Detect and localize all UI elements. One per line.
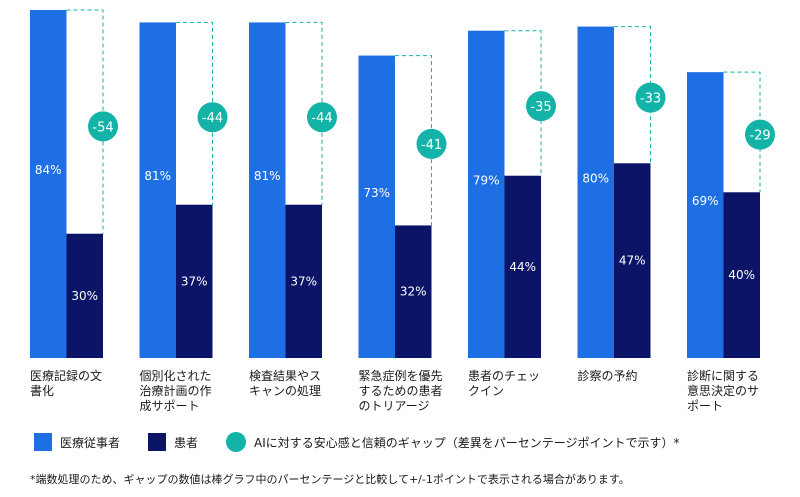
legend-label-patients: 患者 — [174, 435, 199, 450]
gap-bubble — [526, 91, 556, 122]
bar-value-label-professionals: 81% — [144, 169, 171, 183]
bar-patients — [614, 163, 651, 358]
bar-value-label-patients: 32% — [400, 285, 427, 299]
bar-value-label-professionals: 73% — [363, 186, 390, 200]
bar-professionals — [687, 72, 724, 359]
gap-connector — [723, 71, 761, 193]
legend-item-gap: AIに対する安心感と信頼のギャップ（差異をパーセンテージポイントで示す）* — [226, 432, 680, 452]
legend-item-professionals: 医療従事者 — [34, 433, 120, 451]
bar-patients — [176, 204, 213, 358]
bar-patients — [66, 233, 103, 358]
legend-label-professionals: 医療従事者 — [60, 435, 121, 450]
gap-value-label: -44 — [311, 111, 332, 126]
gap-connector — [285, 21, 323, 205]
bar-professionals — [139, 22, 176, 359]
gap-value-label: -33 — [640, 92, 661, 107]
bar-value-label-patients: 40% — [728, 268, 755, 282]
bar-value-label-professionals: 79% — [473, 173, 500, 187]
bar-professionals — [577, 26, 614, 358]
category-label: 診察の予約 — [577, 369, 638, 383]
gap-bubble — [635, 82, 666, 113]
bar-value-label-professionals: 81% — [254, 169, 281, 183]
legend-label-gap: AIに対する安心感と信頼のギャップ（差異をパーセンテージポイントで示す）* — [254, 435, 680, 450]
legend-swatch-patients — [148, 433, 167, 451]
gap-bubble — [307, 102, 337, 133]
bar-patients — [504, 175, 541, 358]
bar-value-label-professionals: 69% — [692, 194, 719, 208]
gap-bubble — [416, 128, 447, 159]
bar-patients — [723, 192, 760, 358]
bar-professionals — [468, 30, 505, 358]
bar-chart: -54 84% 30% -44 81% 37% -44 81% 37% -41 73% 32% -35 7… — [30, 9, 775, 359]
gap-connector — [504, 30, 542, 176]
bar-value-label-patients: 47% — [619, 254, 646, 268]
bar-professionals — [358, 55, 395, 358]
bar-value-label-professionals: 80% — [582, 171, 609, 185]
gap-value-label: -41 — [421, 138, 442, 153]
bar-professionals — [30, 10, 67, 358]
gap-connector — [614, 26, 651, 164]
gap-value-label: -44 — [202, 111, 223, 126]
category-label: 検査結果やス キャンの処理 — [249, 369, 322, 398]
bar-value-label-patients: 37% — [181, 274, 208, 288]
bar-value-label-patients: 30% — [71, 289, 98, 303]
gap-connector — [176, 21, 213, 205]
bar-professionals — [249, 22, 286, 359]
footnote: *端数処理のため、ギャップの数値は棒グラフ中のパーセンテージと比較して+/-1ポ… — [30, 473, 630, 486]
bar-value-label-patients: 37% — [290, 274, 317, 288]
legend: 医療従事者 患者 AIに対する安心感と信頼のギャップ（差異をパーセンテージポイン… — [34, 432, 708, 452]
category-label: 診断に関する 意思決定のサ ポート — [687, 369, 760, 413]
gap-connector — [66, 9, 104, 234]
gap-value-label: -29 — [749, 129, 770, 144]
gap-bubble — [745, 119, 775, 150]
category-label: 個別化された 治療計画の作 成サポート — [139, 369, 212, 413]
gap-bubble — [88, 111, 118, 142]
bar-patients — [395, 225, 432, 358]
bar-value-label-patients: 44% — [509, 260, 536, 274]
gap-value-label: -54 — [92, 120, 113, 135]
bar-value-label-professionals: 84% — [35, 163, 62, 177]
bar-patients — [285, 204, 322, 358]
category-label: 患者のチェッ クイン — [468, 369, 541, 398]
legend-dot-gap — [226, 432, 247, 452]
gap-value-label: -35 — [530, 100, 551, 115]
legend-swatch-professionals — [34, 433, 52, 451]
legend-item-patients: 患者 — [148, 433, 198, 451]
category-label: 医療記録の文 書化 — [30, 369, 103, 398]
gap-connector — [395, 55, 432, 226]
category-label: 緊急症例を優先 するための患者 のトリアージ — [358, 369, 443, 413]
gap-bubble — [197, 102, 228, 133]
